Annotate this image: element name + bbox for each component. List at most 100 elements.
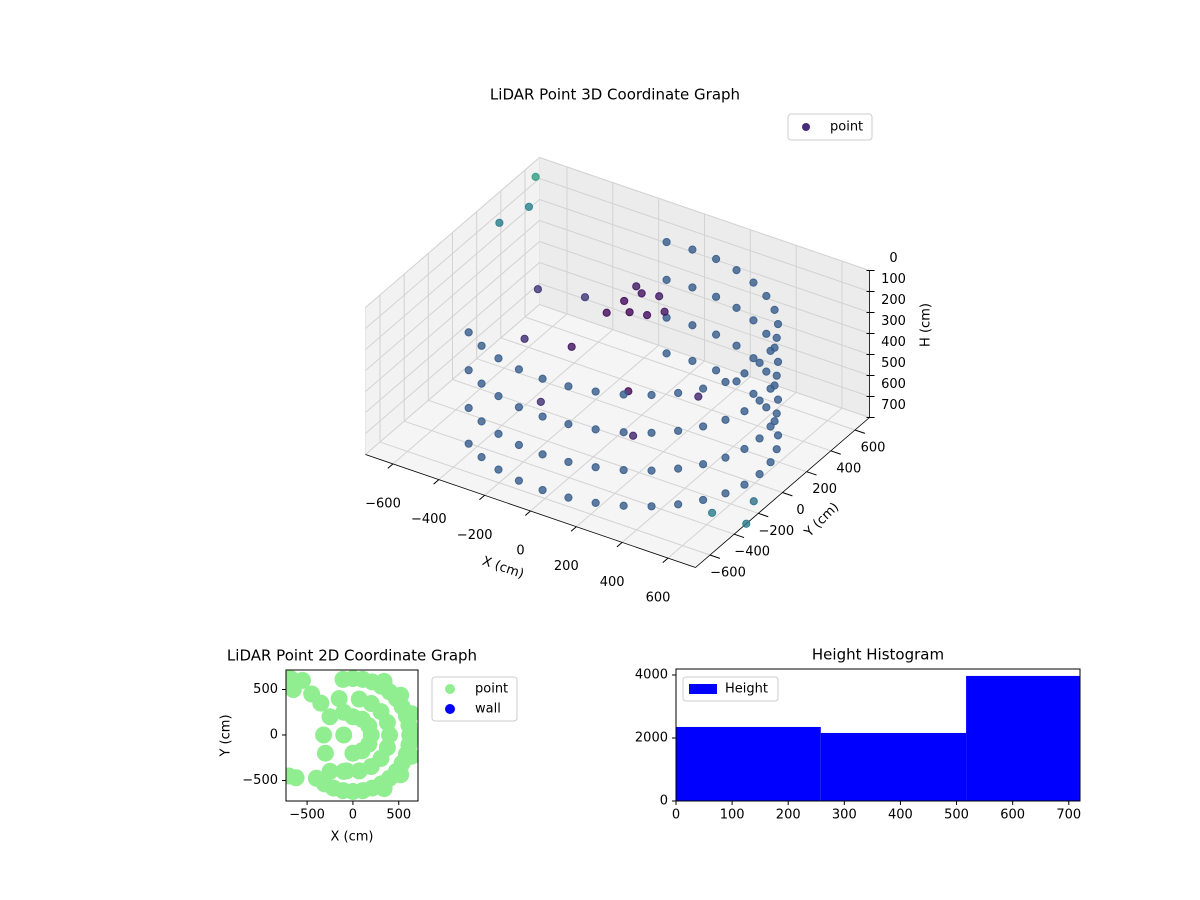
- z-tick-label: 700: [881, 398, 906, 413]
- point: [662, 275, 671, 284]
- point: [619, 465, 628, 475]
- point: [335, 703, 353, 721]
- point: [699, 384, 708, 393]
- y-tick-label: 500: [253, 682, 278, 697]
- point: [477, 417, 486, 426]
- tick-mark: [734, 533, 745, 539]
- point: [620, 296, 629, 306]
- grid-line: [404, 420, 735, 535]
- point: [699, 495, 708, 505]
- point: [315, 726, 333, 744]
- point: [392, 686, 410, 704]
- y-tick-label: 400: [836, 461, 861, 476]
- point: [514, 365, 524, 374]
- chart-title: Height Histogram: [812, 646, 944, 664]
- tick-mark: [570, 526, 577, 532]
- point: [740, 444, 749, 454]
- point: [772, 371, 781, 380]
- grid-line: [524, 316, 856, 431]
- point: [740, 407, 749, 416]
- point: [655, 292, 664, 301]
- y-axis-label: Y (cm): [219, 714, 234, 757]
- point: [531, 172, 540, 181]
- legend-label: point: [475, 682, 508, 697]
- point: [350, 690, 368, 708]
- tick-mark: [479, 494, 485, 501]
- axes-frame: [285, 669, 419, 802]
- y-tick-label: −200: [758, 524, 794, 539]
- point: [662, 349, 671, 358]
- x-tick-label: −500: [289, 808, 325, 823]
- point: [721, 415, 730, 424]
- x-tick-label: 600: [1000, 808, 1025, 823]
- point: [495, 218, 504, 227]
- point: [766, 458, 775, 467]
- plot-area: [286, 670, 418, 800]
- point: [335, 726, 353, 744]
- legend-label: wall: [475, 702, 501, 717]
- x-tick-label: 200: [776, 808, 801, 823]
- point: [494, 429, 503, 438]
- point: [773, 357, 783, 366]
- point: [580, 293, 590, 302]
- legend-patch: [689, 684, 717, 694]
- point: [330, 690, 348, 708]
- point: [749, 389, 758, 398]
- point: [464, 439, 473, 448]
- point: [375, 780, 393, 798]
- point: [762, 329, 771, 338]
- point: [538, 412, 547, 421]
- grid-line: [365, 199, 540, 350]
- grid-line: [539, 241, 870, 355]
- z-tick-label: 0: [889, 251, 897, 266]
- point: [647, 390, 656, 400]
- point: [732, 341, 741, 350]
- point: [591, 463, 600, 472]
- point: [762, 367, 771, 376]
- point: [287, 769, 305, 787]
- point: [660, 307, 669, 316]
- point: [688, 283, 697, 292]
- point: [674, 464, 683, 473]
- point: [625, 308, 634, 317]
- legend-marker: [445, 704, 455, 714]
- bar: [820, 732, 967, 801]
- point: [773, 431, 783, 440]
- point: [740, 369, 749, 378]
- bar: [966, 675, 1080, 801]
- point: [707, 508, 717, 517]
- axes-frame: [675, 668, 1081, 802]
- y-tick-label: 0: [796, 503, 804, 518]
- point: [711, 366, 721, 375]
- point: [538, 374, 547, 383]
- point: [564, 493, 573, 502]
- point: [647, 428, 656, 437]
- point: [335, 762, 353, 780]
- point: [647, 502, 656, 511]
- point: [375, 672, 393, 690]
- point: [721, 377, 730, 387]
- point: [406, 726, 418, 744]
- point: [402, 747, 418, 765]
- z-tick-label: 500: [881, 356, 906, 371]
- point: [674, 500, 683, 509]
- point: [602, 308, 611, 317]
- point: [514, 403, 524, 412]
- grid-line: [365, 157, 540, 308]
- point: [662, 237, 671, 247]
- z-tick-label: 600: [881, 377, 906, 392]
- point: [334, 670, 352, 688]
- point: [699, 460, 708, 469]
- point: [688, 321, 697, 330]
- grid-line: [365, 262, 540, 413]
- point: [538, 450, 547, 459]
- point: [732, 303, 741, 313]
- z-tick-label: 300: [881, 314, 906, 329]
- point: [567, 342, 576, 351]
- point: [464, 328, 473, 337]
- point: [694, 392, 703, 401]
- x-tick-label: 100: [720, 808, 745, 823]
- point: [514, 476, 524, 485]
